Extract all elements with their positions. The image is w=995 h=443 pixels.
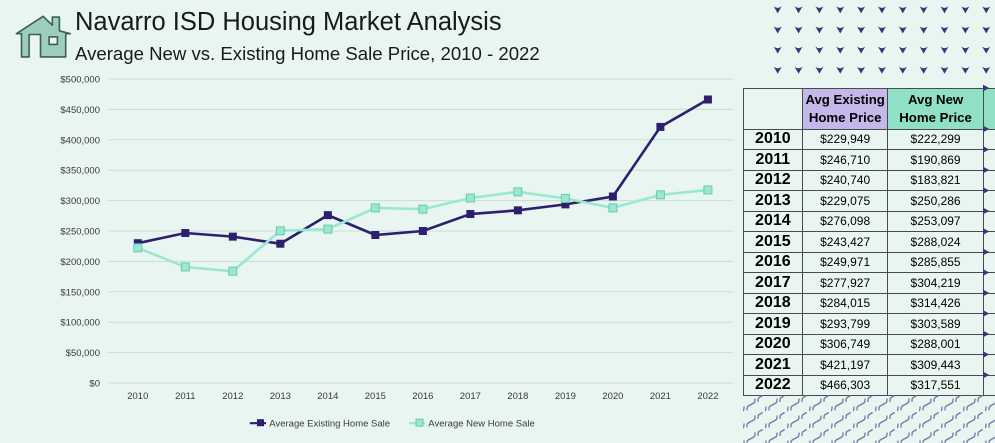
- svg-text:Average Existing Home Sale: Average Existing Home Sale: [269, 419, 390, 430]
- svg-text:2021: 2021: [650, 391, 671, 402]
- svg-text:2020: 2020: [602, 391, 623, 402]
- svg-text:2017: 2017: [460, 391, 481, 402]
- svg-text:2022: 2022: [697, 391, 718, 402]
- svg-text:2014: 2014: [317, 391, 338, 402]
- svg-text:$300,000: $300,000: [60, 196, 100, 207]
- svg-text:Average New Home Sale: Average New Home Sale: [428, 419, 535, 430]
- svg-text:$500,000: $500,000: [60, 75, 100, 86]
- svg-text:2018: 2018: [507, 391, 528, 402]
- svg-text:2015: 2015: [365, 391, 386, 402]
- svg-text:$150,000: $150,000: [60, 287, 100, 298]
- svg-text:$400,000: $400,000: [60, 135, 100, 146]
- svg-text:2012: 2012: [222, 391, 243, 402]
- svg-text:$50,000: $50,000: [66, 348, 100, 359]
- svg-text:2016: 2016: [412, 391, 433, 402]
- svg-text:$450,000: $450,000: [60, 105, 100, 116]
- svg-text:$100,000: $100,000: [60, 318, 100, 329]
- svg-text:$0: $0: [89, 379, 100, 390]
- svg-text:$200,000: $200,000: [60, 257, 100, 268]
- svg-text:$350,000: $350,000: [60, 166, 100, 177]
- svg-text:2010: 2010: [127, 391, 148, 402]
- svg-text:2011: 2011: [175, 391, 195, 402]
- svg-text:2013: 2013: [270, 391, 291, 402]
- svg-text:$250,000: $250,000: [60, 227, 100, 238]
- svg-text:2019: 2019: [555, 391, 576, 402]
